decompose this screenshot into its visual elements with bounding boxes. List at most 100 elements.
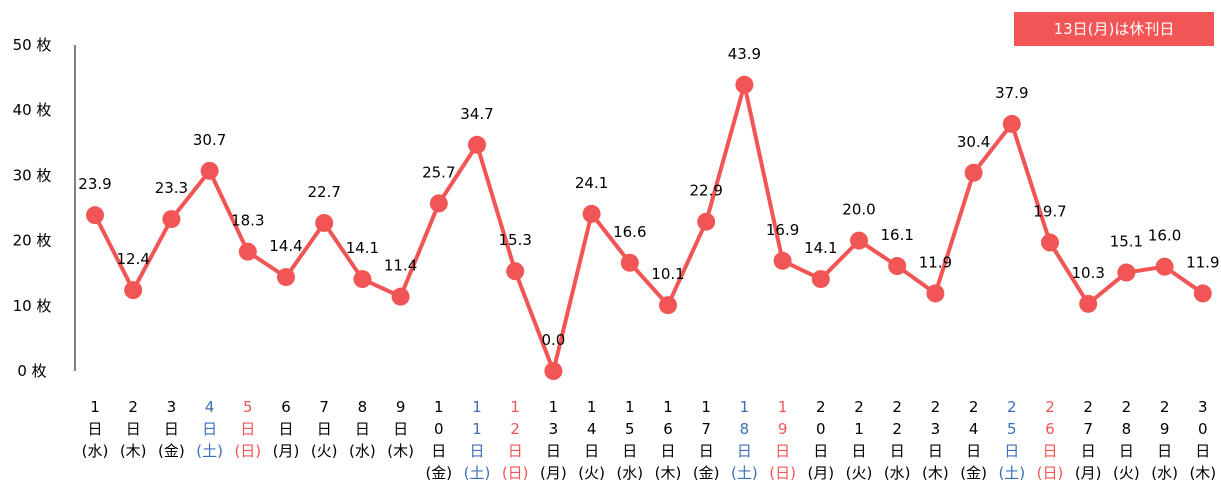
x-tick-char: 7 xyxy=(701,420,711,438)
x-tick-label: 2 1 日 (火) xyxy=(846,398,873,482)
x-tick-char: (土) xyxy=(196,442,223,460)
x-tick-char: 3 xyxy=(1198,398,1208,416)
x-tick-char: 9 xyxy=(778,420,788,438)
x-tick-label: 2 4 日 (金) xyxy=(960,398,987,482)
y-tick-label: 10 枚 xyxy=(13,297,52,315)
y-tick-label: 30 枚 xyxy=(13,166,52,184)
x-tick-label: 1 1 日 (土) xyxy=(464,398,491,482)
x-tick-char: (木) xyxy=(387,442,414,460)
x-tick-char: 日 xyxy=(1004,442,1019,460)
data-label: 22.7 xyxy=(307,183,340,201)
data-label: 30.7 xyxy=(193,131,226,149)
data-label: 34.7 xyxy=(460,105,493,123)
x-tick-char: 0 xyxy=(434,420,444,438)
x-tick-char: 1 xyxy=(549,398,559,416)
x-tick-label: 1 3 日 (月) xyxy=(540,398,567,482)
data-point xyxy=(238,242,257,261)
x-tick-char: 3 xyxy=(931,420,941,438)
x-tick-char: 日 xyxy=(890,442,905,460)
x-tick-char: (日) xyxy=(234,442,261,460)
data-label: 20.0 xyxy=(842,201,875,219)
x-tick-label: 2 9 日 (水) xyxy=(1151,398,1178,482)
data-point xyxy=(1079,294,1098,313)
x-tick-char: (木) xyxy=(1189,464,1216,482)
x-tick-char: (土) xyxy=(731,464,758,482)
x-tick-char: 2 xyxy=(510,420,520,438)
x-tick-char: 日 xyxy=(1157,442,1172,460)
x-tick-char: 5 xyxy=(625,420,635,438)
x-tick-char: 1 xyxy=(854,420,864,438)
data-label: 23.3 xyxy=(155,179,188,197)
x-tick-char: 日 xyxy=(126,420,141,438)
x-tick-char: 2 xyxy=(1083,398,1093,416)
x-tick-char: (木) xyxy=(655,464,682,482)
x-tick-char: 5 xyxy=(243,398,253,416)
y-tick-label: 0 枚 xyxy=(17,362,46,380)
data-point xyxy=(391,287,410,306)
x-tick-char: 1 xyxy=(90,398,100,416)
data-label: 11.4 xyxy=(384,257,417,275)
data-point xyxy=(124,281,143,300)
x-tick-char: (金) xyxy=(158,442,185,460)
data-point xyxy=(1193,284,1212,303)
x-tick-char: (木) xyxy=(120,442,147,460)
data-label: 15.3 xyxy=(498,231,531,249)
data-point xyxy=(811,270,830,289)
x-tick-char: 3 xyxy=(167,398,177,416)
x-tick-label: 2 7 日 (月) xyxy=(1075,398,1102,482)
x-tick-label: 1 6 日 (木) xyxy=(655,398,682,482)
x-tick-char: 日 xyxy=(1119,442,1134,460)
x-tick-char: 6 xyxy=(1045,420,1055,438)
x-tick-label: 1 9 日 (日) xyxy=(769,398,796,482)
data-point xyxy=(468,135,486,154)
data-point xyxy=(506,262,525,281)
x-tick-char: 日 xyxy=(469,442,484,460)
x-tick-label: 2 5 日 (土) xyxy=(998,398,1025,482)
x-tick-label: 3 日 (金) xyxy=(158,398,185,460)
x-tick-label: 2 日 (木) xyxy=(120,398,147,460)
x-tick-label: 1 5 日 (水) xyxy=(616,398,643,482)
x-tick-char: 4 xyxy=(587,420,597,438)
x-tick-char: 0 xyxy=(816,420,826,438)
x-tick-char: (月) xyxy=(807,464,834,482)
data-label: 16.6 xyxy=(613,223,646,241)
data-label: 37.9 xyxy=(995,84,1028,102)
x-tick-char: 7 xyxy=(319,398,329,416)
x-tick-char: (火) xyxy=(578,464,605,482)
x-tick-char: 6 xyxy=(281,398,291,416)
x-tick-char: 6 xyxy=(663,420,673,438)
x-tick-char: 2 xyxy=(1122,398,1132,416)
holiday-note: 13日(月)は休刊日 xyxy=(1014,12,1214,46)
data-label: 0.0 xyxy=(541,331,565,349)
x-tick-char: 日 xyxy=(584,442,599,460)
x-tick-char: (土) xyxy=(998,464,1025,482)
x-tick-label: 8 日 (水) xyxy=(349,398,376,460)
x-tick-char: 日 xyxy=(355,420,370,438)
data-point xyxy=(277,268,295,287)
data-label: 10.3 xyxy=(1071,264,1104,282)
x-tick-char: 2 xyxy=(1160,398,1170,416)
x-tick-char: (月) xyxy=(540,464,567,482)
x-tick-label: 2 6 日 (日) xyxy=(1037,398,1064,482)
data-point xyxy=(926,284,945,303)
x-tick-char: (水) xyxy=(82,442,109,460)
x-tick-char: 2 xyxy=(816,398,826,416)
x-tick-char: 3 xyxy=(549,420,559,438)
data-point xyxy=(659,296,677,315)
data-label: 19.7 xyxy=(1033,203,1066,221)
x-tick-label: 3 0 日 (木) xyxy=(1189,398,1216,482)
x-tick-char: (水) xyxy=(349,442,376,460)
x-tick-label: 1 0 日 (金) xyxy=(425,398,452,482)
y-tick-label: 20 枚 xyxy=(13,232,52,250)
data-point xyxy=(86,206,104,225)
x-tick-char: (土) xyxy=(464,464,491,482)
x-tick-char: 日 xyxy=(966,442,981,460)
x-tick-char: (火) xyxy=(311,442,338,460)
x-tick-char: 0 xyxy=(1198,420,1208,438)
x-tick-char: (火) xyxy=(1113,464,1140,482)
data-label: 10.1 xyxy=(651,265,684,283)
x-tick-char: 8 xyxy=(1122,420,1132,438)
x-tick-char: (金) xyxy=(425,464,452,482)
x-tick-label: 2 8 日 (火) xyxy=(1113,398,1140,482)
data-label: 14.4 xyxy=(269,237,302,255)
